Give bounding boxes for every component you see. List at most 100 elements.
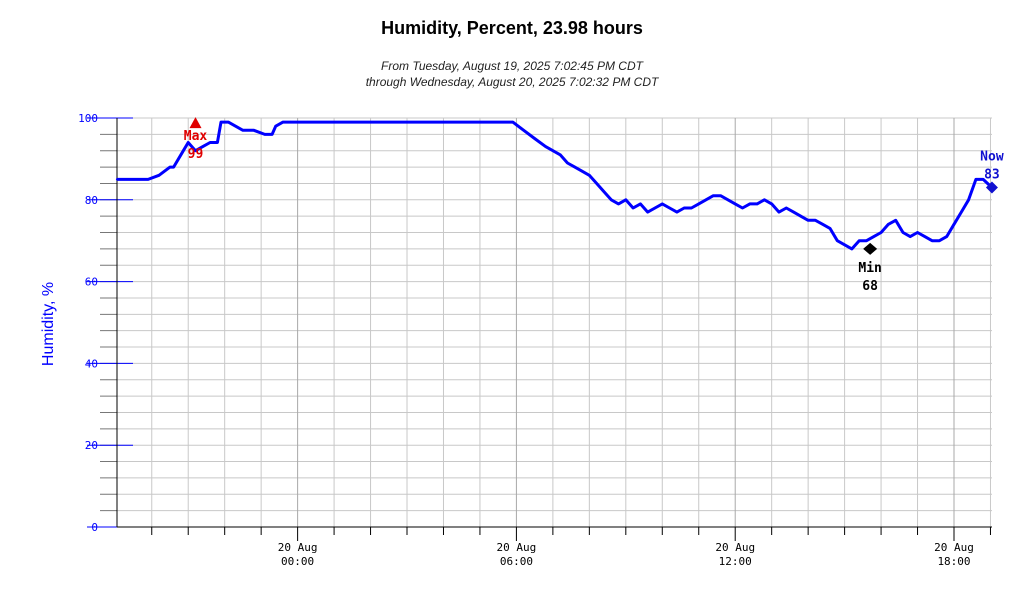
data-point bbox=[952, 223, 956, 226]
series-line-humidity bbox=[117, 120, 993, 251]
data-point bbox=[901, 231, 905, 234]
data-point bbox=[799, 214, 803, 218]
grid bbox=[117, 117, 992, 528]
data-point bbox=[201, 145, 205, 148]
data-point bbox=[219, 120, 223, 124]
now-label: Now bbox=[980, 150, 1004, 165]
y-tick-label: 20 bbox=[85, 439, 98, 452]
data-point bbox=[755, 202, 759, 206]
min-value: 68 bbox=[862, 279, 878, 294]
x-tick-label-date: 20 Aug bbox=[715, 541, 755, 554]
data-point bbox=[872, 235, 875, 238]
data-point bbox=[172, 165, 175, 169]
y-tick-label: 60 bbox=[85, 276, 98, 289]
data-point bbox=[748, 202, 751, 206]
data-point bbox=[806, 219, 810, 222]
now-marker bbox=[985, 181, 998, 194]
max-marker bbox=[189, 117, 202, 129]
x-tick-label-time: 06:00 bbox=[500, 555, 533, 568]
data-point bbox=[580, 169, 584, 173]
data-point bbox=[828, 227, 832, 230]
data-point bbox=[332, 120, 336, 124]
data-point bbox=[617, 202, 620, 206]
data-point bbox=[770, 202, 773, 206]
data-point bbox=[442, 120, 445, 124]
data-point bbox=[967, 198, 970, 201]
data-point bbox=[712, 194, 715, 197]
data-point bbox=[179, 153, 183, 157]
data-point bbox=[814, 219, 817, 222]
data-point bbox=[865, 239, 868, 242]
data-point bbox=[533, 137, 536, 140]
data-point bbox=[916, 231, 919, 234]
data-point bbox=[843, 243, 846, 246]
data-point bbox=[631, 206, 635, 210]
data-point bbox=[289, 120, 292, 124]
x-tick-label-date: 20 Aug bbox=[934, 541, 974, 554]
data-point bbox=[234, 124, 237, 128]
data-point bbox=[894, 219, 897, 222]
y-tick-label: 100 bbox=[78, 112, 98, 125]
data-point bbox=[945, 235, 948, 238]
data-point bbox=[558, 153, 562, 157]
data-point bbox=[719, 194, 722, 197]
x-tick-label-time: 00:00 bbox=[281, 555, 314, 568]
data-point bbox=[263, 133, 266, 136]
now-value: 83 bbox=[984, 168, 1000, 183]
min-marker bbox=[863, 242, 878, 255]
max-value: 99 bbox=[188, 147, 204, 162]
data-point bbox=[792, 210, 795, 214]
data-point bbox=[923, 235, 927, 238]
data-point bbox=[785, 206, 788, 210]
data-point bbox=[974, 178, 978, 181]
y-axis-label: Humidity, % bbox=[40, 282, 57, 366]
data-point bbox=[115, 178, 119, 181]
data-point bbox=[909, 235, 912, 238]
data-point bbox=[216, 141, 219, 144]
chart-title: Humidity, Percent, 23.98 hours bbox=[381, 18, 643, 38]
chart-subtitle-from: From Tuesday, August 19, 2025 7:02:45 PM… bbox=[381, 59, 643, 73]
data-point bbox=[588, 174, 591, 177]
data-point bbox=[274, 124, 277, 128]
data-point bbox=[682, 206, 686, 210]
data-point bbox=[960, 210, 963, 214]
data-point bbox=[697, 202, 700, 206]
data-point bbox=[836, 239, 839, 242]
data-point bbox=[726, 198, 730, 201]
x-tick-label-time: 12:00 bbox=[719, 555, 752, 568]
data-point bbox=[602, 190, 606, 193]
data-point bbox=[296, 120, 299, 124]
data-point bbox=[551, 149, 555, 152]
data-point bbox=[704, 198, 708, 201]
x-tick-label-time: 18:00 bbox=[937, 555, 970, 568]
x-tick-label-date: 20 Aug bbox=[497, 541, 537, 554]
data-point bbox=[270, 133, 274, 136]
data-point bbox=[566, 161, 569, 165]
data-point bbox=[595, 182, 598, 185]
data-point bbox=[187, 141, 190, 144]
data-point bbox=[981, 178, 985, 181]
max-label: Max bbox=[184, 129, 208, 144]
min-label: Min bbox=[858, 261, 881, 276]
data-point bbox=[478, 120, 482, 124]
data-point bbox=[208, 141, 212, 144]
data-point bbox=[544, 145, 547, 148]
data-point bbox=[850, 247, 854, 251]
data-point bbox=[281, 120, 285, 124]
data-point bbox=[821, 223, 824, 226]
data-point bbox=[241, 129, 245, 132]
data-point bbox=[573, 165, 576, 169]
data-point bbox=[675, 210, 679, 214]
data-point bbox=[930, 239, 934, 242]
data-point bbox=[511, 120, 514, 124]
data-point bbox=[661, 202, 664, 206]
y-tick-label: 40 bbox=[85, 357, 98, 370]
data-point bbox=[879, 231, 883, 234]
data-point bbox=[887, 223, 890, 226]
y-tick-label: 80 bbox=[85, 194, 98, 207]
data-point bbox=[646, 210, 649, 214]
data-point bbox=[252, 129, 256, 132]
data-point bbox=[653, 206, 657, 210]
data-point bbox=[741, 206, 744, 210]
